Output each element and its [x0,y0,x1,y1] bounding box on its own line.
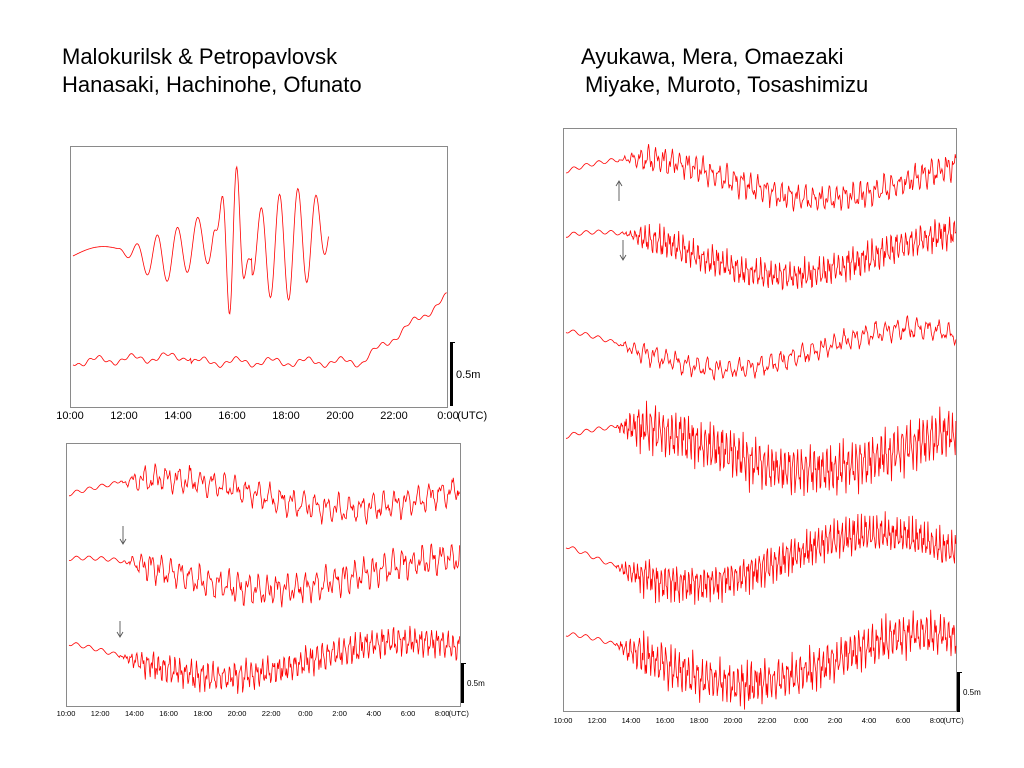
trace-muroto [565,511,957,605]
x-tick-label: 22:00 [261,709,281,718]
x-tick-label: 12:00 [90,709,110,718]
x-tick-label: 18:00 [689,716,709,725]
right-title: Ayukawa, Mera, Omaezaki Miyake, Muroto, … [581,43,868,99]
x-tick-label: 16:00 [218,410,246,422]
x-tick-label: 14:00 [164,410,192,422]
scale-bar-cap [461,663,466,664]
x-tick-label: 10:00 [56,410,84,422]
trace-ayukawa [566,143,957,212]
x-tick-label: 20:00 [723,716,743,725]
x-tick-label: 2:00 [332,709,347,718]
x-axis-tohoku: 10:00 12:00 14:00 16:00 18:00 20:00 22:00 0:00 2… [57,709,486,723]
scale-bar [461,663,464,703]
trace-hachinohe [68,543,460,608]
arrival-arrow-ofunato [116,621,124,638]
x-tick-label: 10:00 [56,709,76,718]
x-tick-label: 12:00 [110,410,138,422]
arrival-arrow-mera [619,240,627,261]
x-tick-label: 6:00 [895,716,911,725]
x-tick-label: 20:00 [326,410,354,422]
x-tick-label: 8:00 [434,709,450,718]
chart-panel-central [563,128,957,712]
x-tick-label: 14:00 [125,709,144,718]
x-tick-label: 0:00 [298,709,313,718]
arrival-arrow-hachinohe [119,526,127,545]
x-tick-label: 12:00 [587,716,607,725]
left-title-line-2: Hanasaki, Hachinohe, Ofunato [62,72,362,97]
trace-hanasaki [68,463,460,525]
chart-central-svg [565,143,957,710]
x-tick-label: 20:00 [227,709,247,718]
x-axis-kuril: 10:00 12:00 14:00 16:00 18:00 20:00 22:00 0:00(… [56,410,490,424]
x-tick-label: 22:00 [757,716,777,725]
x-axis-central: 10:00 12:00 14:00 16:00 18:00 20:00 22:00 0:00 2… [554,716,983,730]
chart-panel-tohoku [66,443,461,707]
scale-bar-label: 0.5m [456,369,481,381]
chart-kuril-svg [72,165,447,368]
x-axis-unit: (UTC) [943,716,964,725]
x-tick-label: 0:00 [793,716,809,725]
trace-tosashimizu [565,609,957,710]
x-tick-label: 22:00 [380,410,408,422]
scale-bar-cap [957,672,962,673]
right-title-line-2: Miyake, Muroto, Tosashimizu [585,72,869,97]
right-title-line-1: Ayukawa, Mera, Omaezaki [581,44,844,69]
x-tick-label: 2:00 [827,716,843,725]
arrival-arrow-ayukawa [615,180,623,201]
x-tick-label: 10:00 [553,716,573,725]
x-tick-label: 4:00 [861,716,877,725]
x-tick-label: 18:00 [193,709,213,718]
trace-malokurilsk [72,165,329,315]
x-tick-label: 8:00 [929,716,945,725]
x-tick-label: 0:00 [437,410,459,422]
x-tick-label: 16:00 [655,716,675,725]
scale-bar [957,672,960,712]
trace-ofunato [68,625,460,694]
x-axis-unit: (UTC) [457,410,488,422]
chart-tohoku-svg [68,463,460,694]
scale-bar-label: 0.5m [467,679,485,688]
x-tick-label: 4:00 [366,709,382,718]
x-tick-label: 6:00 [400,709,416,718]
x-tick-label: 18:00 [272,410,300,422]
left-title: Malokurilsk & Petropavlovsk Hanasaki, Ha… [62,43,362,99]
trace-omaezaki [565,314,957,381]
chart-panel-kuril [70,146,448,408]
trace-miyake [566,400,957,497]
scale-bar-cap [450,342,455,343]
x-tick-label: 14:00 [621,716,641,725]
trace-mera [565,216,957,291]
trace-petropavlovsk [72,292,447,368]
x-tick-label: 16:00 [159,709,178,718]
scale-bar [450,342,453,406]
scale-bar-label: 0.5m [963,688,981,697]
x-axis-unit: (UTC) [448,709,469,718]
left-title-line-1: Malokurilsk & Petropavlovsk [62,44,338,69]
